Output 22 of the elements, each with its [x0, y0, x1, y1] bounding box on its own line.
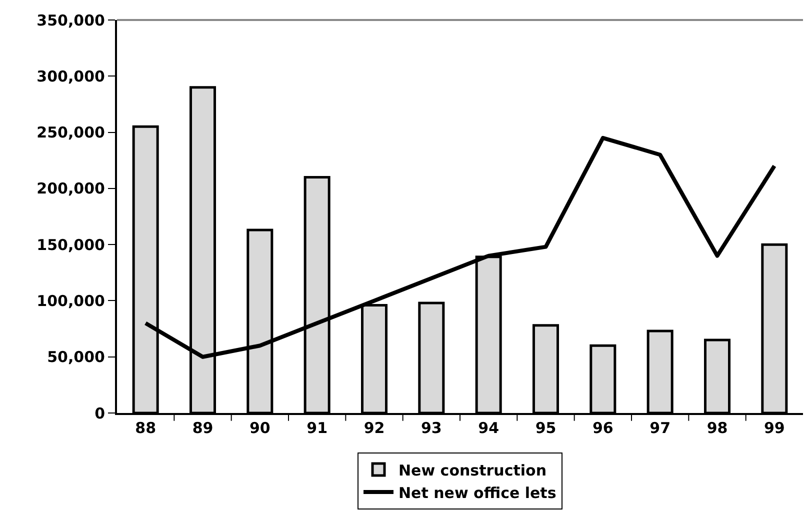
x-tick-label: 91: [306, 419, 328, 437]
y-tick-label: 0: [94, 404, 105, 422]
x-tick-label: 92: [364, 419, 385, 437]
y-tick-label: 150,000: [36, 236, 105, 254]
legend-label: Net new office lets: [398, 484, 556, 502]
x-tick-label: 99: [764, 419, 785, 437]
x-tick-label: 94: [478, 419, 500, 437]
x-tick-label: 96: [592, 419, 614, 437]
x-tick-label: 88: [135, 419, 156, 437]
x-tick-label: 97: [650, 419, 671, 437]
y-tick-label: 200,000: [36, 180, 105, 198]
y-tick-label: 300,000: [36, 67, 105, 86]
x-tick-label: 98: [706, 419, 728, 437]
y-tick-label: 100,000: [36, 292, 105, 310]
y-tick-label: 350,000: [36, 11, 105, 30]
x-tick-label: 93: [420, 419, 442, 437]
y-tick-label: 50,000: [47, 348, 105, 366]
x-tick-label: 95: [535, 419, 556, 437]
legend-label: New construction: [398, 461, 547, 480]
x-tick-label: 89: [192, 419, 214, 437]
y-tick-label: 250,000: [36, 124, 105, 142]
x-tick-label: 90: [249, 419, 270, 437]
